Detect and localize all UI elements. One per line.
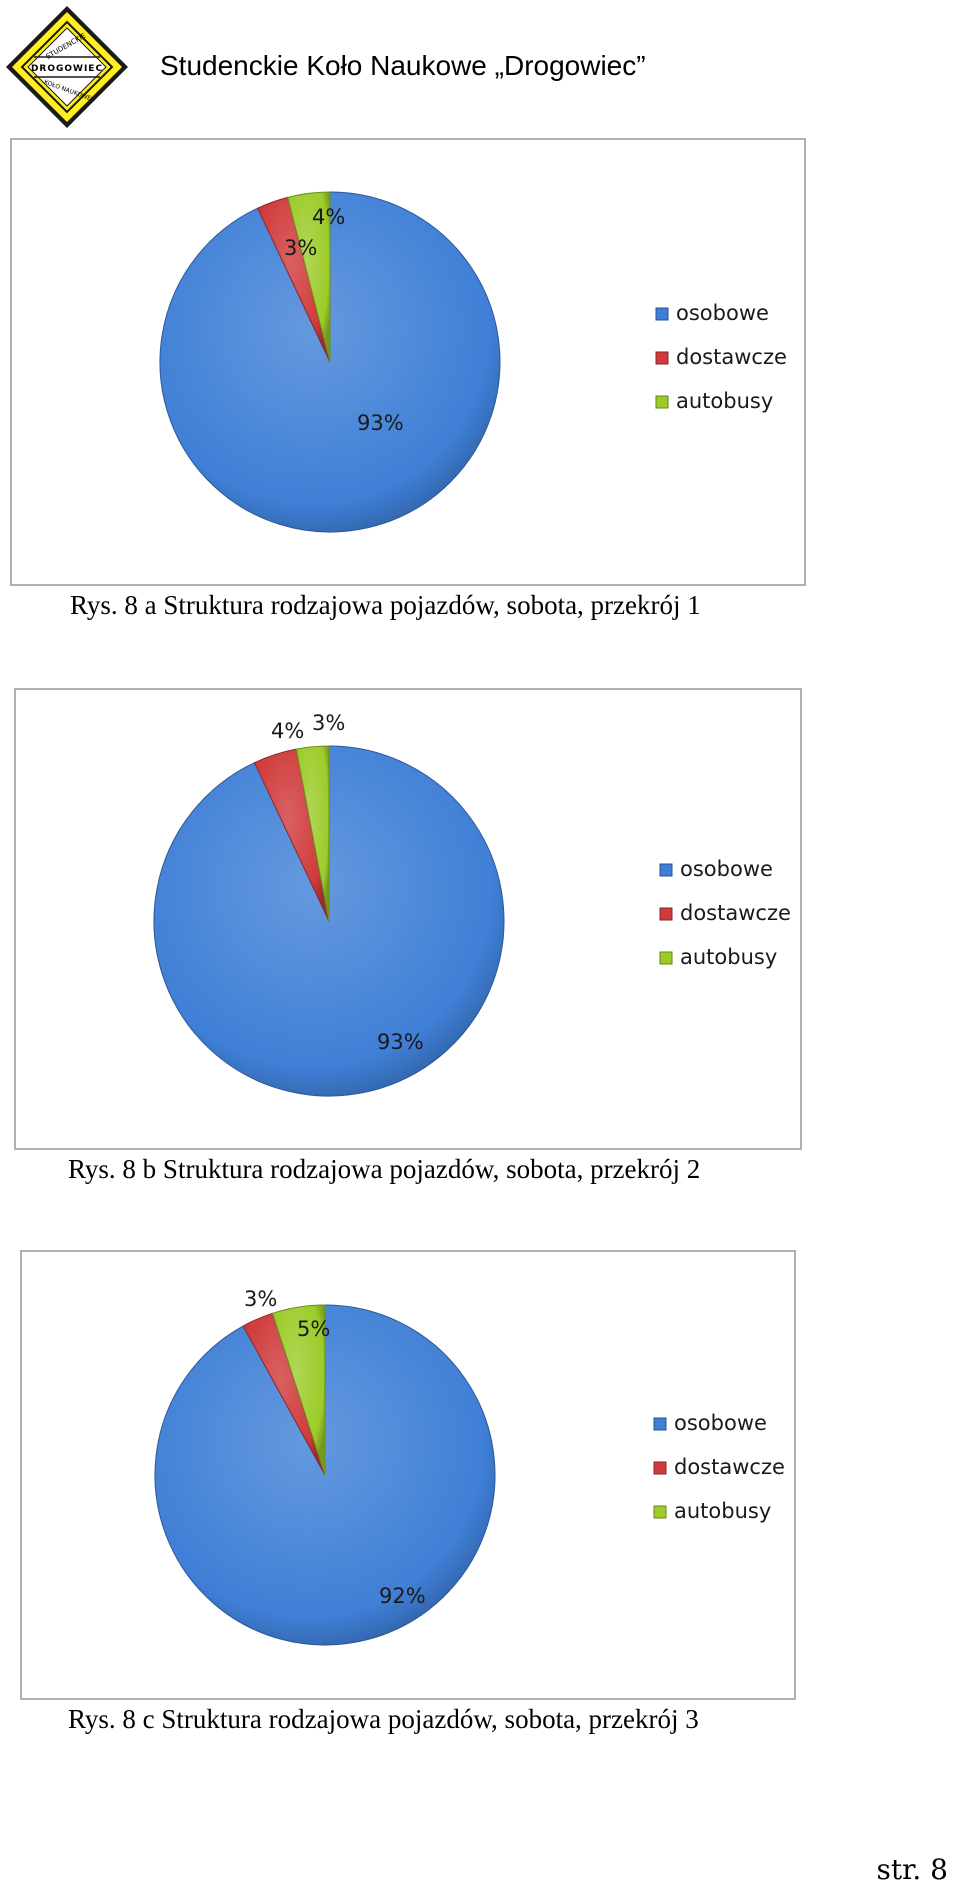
pie-chart-3: 92% 3% 5% osobowe dostawcze autobusy: [154, 1287, 785, 1646]
pie-slice-autobusy: [271, 1304, 326, 1476]
club-logo: STUDENCKIE DROGOWIEC KOŁO NAUKOWE: [2, 2, 132, 132]
legend-swatch-autobusy: [653, 1505, 667, 1519]
pie-slice-osobowe: [154, 1304, 496, 1646]
pie-chart-2: 93% 4% 3% osobowe dostawcze autobusy: [153, 711, 791, 1097]
logo-diamond-icon: [6, 6, 128, 128]
legend-swatch-dostawcze: [655, 351, 669, 365]
pie-label-autobusy: 3%: [312, 711, 345, 735]
figure-caption-1: Rys. 8 a Struktura rodzajowa pojazdów, s…: [70, 590, 701, 620]
chart-frame-1: 93% 3% 4% osobowe dostawcze autobusy: [10, 138, 806, 586]
legend-swatch-dostawcze: [653, 1461, 667, 1475]
legend-swatch-dostawcze: [659, 907, 673, 921]
legend-label-dostawcze: dostawcze: [674, 1455, 785, 1479]
pie-slice-autobusy: [287, 191, 331, 363]
pie-slice-autobusy: [295, 745, 330, 922]
pie-label-autobusy: 4%: [312, 205, 345, 229]
pie-slice-osobowe: [159, 191, 501, 533]
legend-label-osobowe: osobowe: [676, 301, 769, 325]
legend-swatch-autobusy: [659, 951, 673, 965]
logo-middle-text: DROGOWIEC: [31, 64, 103, 74]
figure-caption-3: Rys. 8 c Struktura rodzajowa pojazdów, s…: [68, 1704, 699, 1734]
legend-swatch-osobowe: [653, 1417, 667, 1431]
legend-label-osobowe: osobowe: [674, 1411, 767, 1435]
figure-caption-2: Rys. 8 b Struktura rodzajowa pojazdów, s…: [68, 1154, 701, 1184]
legend-label-osobowe: osobowe: [680, 857, 773, 881]
legend-label-dostawcze: dostawcze: [680, 901, 791, 925]
chart-frame-2: 93% 4% 3% osobowe dostawcze autobusy: [14, 688, 802, 1150]
legend-label-autobusy: autobusy: [674, 1499, 771, 1523]
pie-label-dostawcze: 4%: [271, 719, 304, 743]
pie-label-osobowe: 93%: [357, 411, 404, 435]
pie-label-dostawcze: 3%: [284, 236, 317, 260]
pie-label-autobusy: 5%: [297, 1317, 330, 1341]
legend-label-dostawcze: dostawcze: [676, 345, 787, 369]
pie-label-dostawcze: 3%: [244, 1287, 277, 1311]
legend-swatch-autobusy: [655, 395, 669, 409]
pie-label-osobowe: 92%: [379, 1584, 426, 1608]
pie-label-osobowe: 93%: [377, 1030, 424, 1054]
page-number: str. 8: [876, 1853, 948, 1886]
legend-label-autobusy: autobusy: [676, 389, 773, 413]
legend-label-autobusy: autobusy: [680, 945, 777, 969]
pie-chart-1: 93% 3% 4% osobowe dostawcze autobusy: [159, 191, 787, 533]
legend-swatch-osobowe: [655, 307, 669, 321]
chart-frame-3: 92% 3% 5% osobowe dostawcze autobusy: [20, 1250, 796, 1700]
legend-swatch-osobowe: [659, 863, 673, 877]
page-header-title: Studenckie Koło Naukowe „Drogowiec”: [160, 50, 646, 81]
